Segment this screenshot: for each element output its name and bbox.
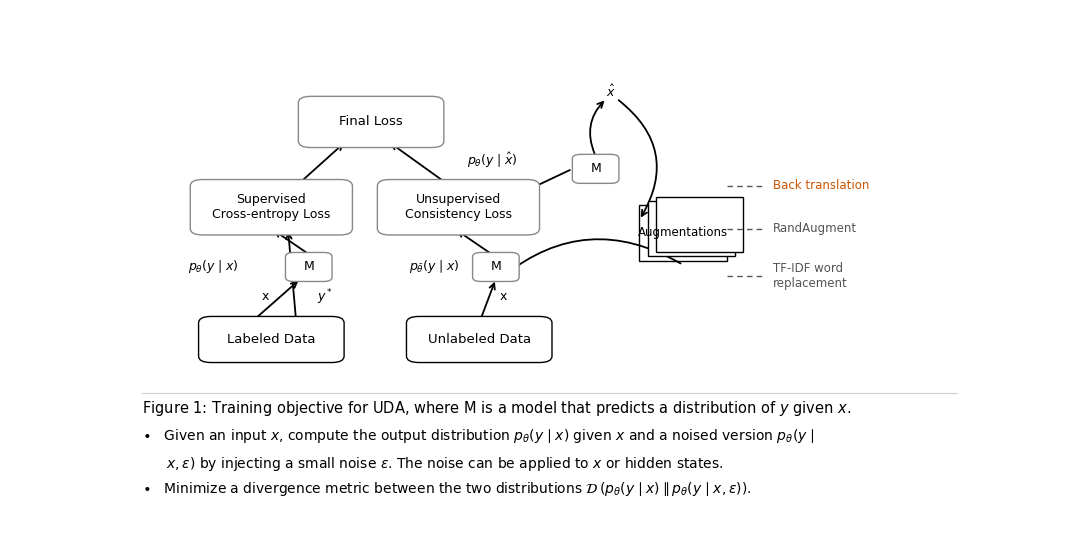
Text: x: x — [500, 290, 508, 304]
Text: $y^*$: $y^*$ — [318, 287, 334, 306]
Text: M: M — [590, 162, 601, 176]
FancyBboxPatch shape — [285, 253, 332, 281]
Text: Unsupervised
Consistency Loss: Unsupervised Consistency Loss — [405, 193, 512, 221]
Text: $\bullet$   Minimize a divergence metric between the two distributions $\mathcal: $\bullet$ Minimize a divergence metric b… — [143, 480, 752, 498]
FancyBboxPatch shape — [472, 253, 519, 281]
Text: Back translation: Back translation — [773, 179, 869, 192]
Text: $x, \epsilon)$ by injecting a small noise $\epsilon$. The noise can be applied t: $x, \epsilon)$ by injecting a small nois… — [165, 455, 723, 473]
Text: $p_{\theta}(y\mid \hat{x})$: $p_{\theta}(y\mid \hat{x})$ — [467, 151, 517, 170]
FancyBboxPatch shape — [298, 96, 444, 147]
Text: Figure 1: Training objective for UDA, where M is a model that predicts a distrib: Figure 1: Training objective for UDA, wh… — [143, 399, 852, 418]
Text: $\bullet$   Given an input $x$, compute the output distribution $p_{\theta}(y \m: $\bullet$ Given an input $x$, compute th… — [143, 427, 814, 445]
Text: M: M — [304, 260, 314, 274]
Text: Unlabeled Data: Unlabeled Data — [428, 333, 531, 346]
Text: $p_{\theta}(y\mid x)$: $p_{\theta}(y\mid x)$ — [188, 259, 238, 275]
FancyBboxPatch shape — [378, 179, 540, 235]
FancyBboxPatch shape — [572, 155, 619, 183]
Text: x: x — [262, 290, 268, 304]
Bar — [648, 201, 735, 257]
Text: Labeled Data: Labeled Data — [227, 333, 315, 346]
Bar — [656, 197, 744, 252]
Text: M: M — [490, 260, 501, 274]
FancyBboxPatch shape — [407, 316, 552, 362]
FancyBboxPatch shape — [199, 316, 344, 362]
Bar — [640, 205, 726, 260]
Text: $\hat{x}$: $\hat{x}$ — [606, 84, 616, 100]
Text: Final Loss: Final Loss — [339, 115, 403, 129]
Text: $p_{\bar{\theta}}(y\mid x)$: $p_{\bar{\theta}}(y\mid x)$ — [409, 259, 459, 275]
Text: RandAugment: RandAugment — [773, 222, 857, 235]
Text: Supervised
Cross-entropy Loss: Supervised Cross-entropy Loss — [212, 193, 330, 221]
Text: Augmentations: Augmentations — [638, 227, 727, 239]
Text: TF-IDF word
replacement: TF-IDF word replacement — [773, 261, 848, 290]
FancyBboxPatch shape — [190, 179, 352, 235]
